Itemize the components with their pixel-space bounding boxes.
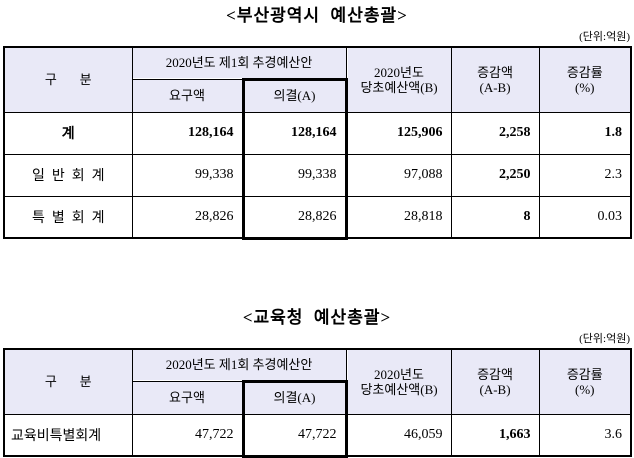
header-diff-amount: 증감액 (A-B)	[450, 46, 540, 113]
header-original-line1: 2020년도	[374, 64, 424, 80]
busan-budget-table: 구 분 2020년도 제1회 추경예산안 2020년도 당초예산액(B) 증감액…	[3, 46, 633, 240]
header-resolved-amount: 의결(A)	[241, 77, 348, 113]
header-row-1: 구 분 2020년도 제1회 추경예산안 2020년도 당초예산액(B) 증감액…	[3, 348, 632, 415]
header-row-2: 요구액 의결(A)	[4, 77, 631, 113]
header-row-1: 구 분 2020년도 제1회 추경예산안 2020년도 당초예산액(B) 증감액…	[3, 46, 632, 113]
header-requested-amount: 요구액	[131, 78, 244, 113]
header-diff-rate: 증감률 (%)	[538, 348, 632, 415]
table-row-education-special-account: 교육비특별회계 47,722 47,722 46,059 1,663 3.6	[3, 413, 632, 458]
header-original-line2: 당초예산액(B)	[360, 79, 438, 95]
row-label: 교육비특별회계	[3, 413, 133, 457]
header-rate-line1: 증감률	[566, 64, 603, 80]
busan-table-header: 구 분 2020년도 제1회 추경예산안 2020년도 당초예산액(B) 증감액…	[3, 46, 632, 113]
section-busan-city-budget: <부산광역시 예산총괄> (단위:억원) 구 분 2020년도 제1회 추경예산…	[3, 5, 633, 240]
header-row-2: 요구액 의결(A)	[4, 379, 631, 415]
busan-table-body: 계 128,164 128,164 125,906 2,258 1.8 일 반 …	[3, 111, 632, 240]
header-rate-line1: 증감률	[566, 366, 603, 382]
table-row-special-account: 특 별 회 계 28,826 28,826 28,818 8 0.03	[3, 195, 632, 240]
section-education-office-budget: <교육청 예산총괄> (단위:억원) 구 분 2020년도 제1회 추경예산안 …	[3, 307, 633, 458]
row-label: 특 별 회 계	[3, 195, 133, 239]
cell-diff: 2,250	[450, 153, 540, 197]
header-original-line1: 2020년도	[374, 366, 424, 382]
cell-rate: 2.3	[538, 153, 632, 197]
header-diff-amount: 증감액 (A-B)	[450, 348, 540, 415]
cell-rate: 1.8	[538, 111, 632, 155]
header-diff-line1: 증감액	[477, 366, 513, 382]
table-row-general-account: 일 반 회 계 99,338 99,338 97,088 2,250 2.3	[3, 153, 632, 197]
table-row-total: 계 128,164 128,164 125,906 2,258 1.8	[3, 111, 632, 155]
busan-unit-label: (단위:억원)	[579, 31, 630, 43]
cell-request: 47,722	[131, 413, 244, 457]
header-rate-line2: (%)	[575, 381, 595, 397]
cell-original: 46,059	[345, 413, 452, 457]
header-original-line2: 당초예산액(B)	[360, 381, 438, 397]
header-diff-line2: (A-B)	[479, 381, 511, 397]
cell-request: 99,338	[131, 153, 244, 197]
header-original-budget: 2020년도 당초예산액(B)	[345, 348, 452, 415]
cell-request: 128,164	[131, 111, 244, 155]
cell-rate: 0.03	[538, 195, 632, 239]
cell-original: 125,906	[345, 111, 452, 155]
cell-request: 28,826	[131, 195, 244, 239]
cell-diff: 1,663	[450, 413, 540, 457]
cell-rate: 3.6	[538, 413, 632, 457]
cell-original: 97,088	[345, 153, 452, 197]
education-budget-table: 구 분 2020년도 제1회 추경예산안 2020년도 당초예산액(B) 증감액…	[3, 348, 633, 458]
cell-resolved: 28,826	[241, 195, 348, 240]
education-budget-title: <교육청 예산총괄>	[242, 308, 392, 327]
education-unit-label: (단위:억원)	[579, 333, 630, 345]
cell-diff: 8	[450, 195, 540, 239]
row-label: 일 반 회 계	[3, 153, 133, 197]
header-rate-line2: (%)	[575, 79, 595, 95]
header-supplementary-group: 2020년도 제1회 추경예산안	[131, 348, 347, 382]
header-resolved-amount: 의결(A)	[241, 379, 348, 415]
cell-diff: 2,258	[450, 111, 540, 155]
busan-budget-title: <부산광역시 예산총괄>	[226, 6, 408, 25]
header-supplementary-group: 2020년도 제1회 추경예산안	[131, 46, 347, 80]
header-diff-line1: 증감액	[477, 64, 513, 80]
header-diff-rate: 증감률 (%)	[538, 46, 632, 113]
row-label: 계	[3, 111, 133, 155]
header-diff-line2: (A-B)	[479, 79, 511, 95]
cell-resolved: 128,164	[241, 111, 348, 155]
education-table-header: 구 분 2020년도 제1회 추경예산안 2020년도 당초예산액(B) 증감액…	[3, 348, 632, 415]
header-category: 구 분	[3, 348, 133, 415]
education-table-body: 교육비특별회계 47,722 47,722 46,059 1,663 3.6	[3, 413, 632, 458]
cell-original: 28,818	[345, 195, 452, 239]
header-original-budget: 2020년도 당초예산액(B)	[345, 46, 452, 113]
cell-resolved: 99,338	[241, 153, 348, 197]
header-requested-amount: 요구액	[131, 380, 244, 415]
cell-resolved: 47,722	[241, 413, 348, 458]
header-category: 구 분	[3, 46, 133, 113]
